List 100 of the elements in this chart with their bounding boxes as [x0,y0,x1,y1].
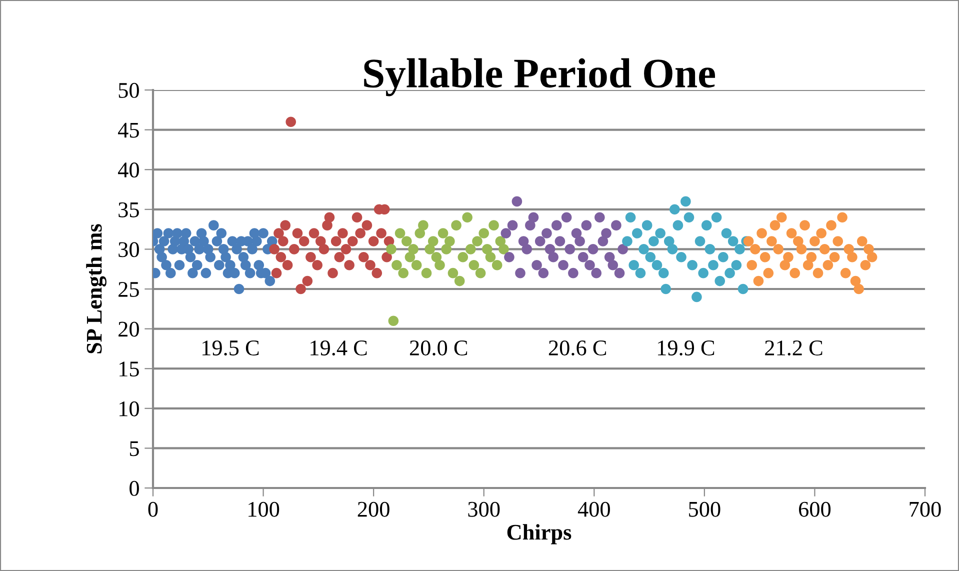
point [826,220,836,230]
point [292,228,303,238]
point [731,260,742,270]
point [796,244,807,254]
point [554,236,566,246]
y-tick-label: 40 [118,162,139,178]
point [532,260,542,270]
point [598,236,608,246]
point [594,212,605,223]
point [404,252,416,262]
y-tick-label: 15 [120,362,139,377]
point [652,260,662,270]
x-tick-label: 200 [358,502,390,517]
point [588,244,598,254]
x-tick-label: 400 [578,502,610,517]
point [172,228,182,238]
point [276,252,286,262]
point [338,228,348,238]
point [504,252,514,262]
point [648,236,659,246]
point [220,252,231,262]
point [667,244,678,254]
point [392,260,402,270]
chart-title: Syllable Period One [364,58,716,96]
x-tick-label: 0 [148,502,158,517]
point [165,268,176,278]
point [465,244,476,254]
point [642,220,652,230]
point [724,268,735,278]
point [608,260,618,270]
point [692,292,702,302]
point [816,228,826,238]
y-tick-label: 30 [118,242,139,258]
y-tick-label: 45 [118,122,139,138]
point [738,284,748,294]
point [672,220,684,230]
point [522,244,532,254]
point [518,236,529,246]
point [156,252,167,262]
point [763,268,774,278]
point [568,268,578,278]
y-tick-label: 20 [118,322,139,337]
point [698,268,708,278]
point [478,228,490,238]
point [180,228,192,238]
point [632,228,642,238]
x-axis-title: Chirps [507,524,572,544]
point [214,260,224,270]
point [551,220,562,230]
point [328,268,338,278]
point [635,268,646,278]
point [289,244,300,254]
point [234,284,244,294]
y-tick-label: 10 [120,401,139,416]
point [428,236,438,246]
point [718,252,728,262]
point [525,220,536,230]
point [561,212,572,223]
y-tick-label: 5 [130,441,139,456]
point [488,220,499,230]
point [312,260,322,270]
x-tick-label: 300 [468,502,500,517]
point [829,252,840,262]
point [625,212,636,223]
point [574,236,585,246]
point [163,228,174,238]
point [475,268,486,278]
point [638,244,649,254]
point [622,236,632,246]
point [212,236,222,246]
point [512,196,522,207]
point [278,236,288,246]
point [810,236,820,246]
point [208,220,219,230]
point [472,236,482,246]
point [340,244,352,254]
point [398,268,408,278]
point [790,268,800,278]
point [614,268,625,278]
point [544,244,556,254]
point [444,236,455,246]
point [468,260,480,270]
point [298,236,310,246]
annotation: 20.6 C [548,340,606,356]
point [850,276,861,286]
point [694,236,706,246]
point [611,220,622,230]
point [558,260,568,270]
point [628,260,639,270]
point [734,244,745,254]
point [687,260,698,270]
point [282,260,293,270]
point [411,260,422,270]
point [438,228,448,238]
point [780,260,790,270]
point [538,268,549,278]
point [812,268,824,278]
point [581,220,592,230]
y-axis-title: SP Length ms [86,224,106,354]
point [264,276,276,286]
